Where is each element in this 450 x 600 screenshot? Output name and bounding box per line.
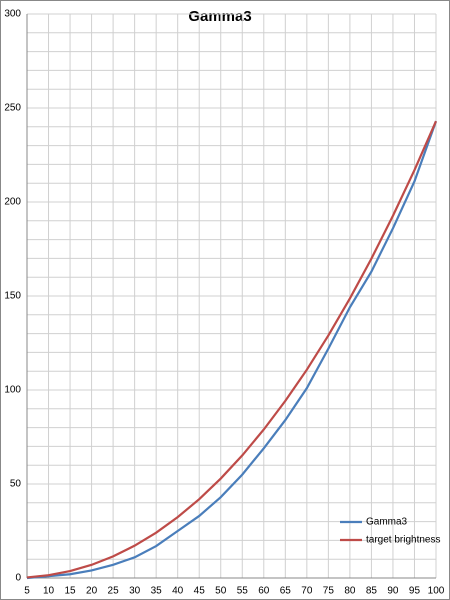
x-tick-label: 40 (172, 586, 184, 597)
y-tick-label: 150 (4, 291, 21, 302)
x-tick-label: 60 (258, 586, 270, 597)
y-tick-label: 250 (4, 103, 21, 114)
x-tick-label: 20 (86, 586, 98, 597)
x-tick-label: 30 (129, 586, 141, 597)
x-tick-label: 70 (301, 586, 313, 597)
x-tick-label: 5 (24, 586, 30, 597)
legend-label: target brightness (366, 535, 441, 546)
y-tick-label: 0 (15, 573, 21, 584)
x-tick-label: 80 (344, 586, 356, 597)
x-tick-label: 25 (108, 586, 120, 597)
y-tick-label: 50 (10, 479, 22, 490)
x-tick-label: 10 (43, 586, 55, 597)
x-tick-label: 45 (194, 586, 206, 597)
y-tick-label: 300 (4, 9, 21, 20)
y-tick-label: 200 (4, 197, 21, 208)
legend-label: Gamma3 (366, 517, 408, 528)
x-tick-label: 50 (215, 586, 227, 597)
line-series (26, 120, 438, 580)
chart-title: Gamma3 (188, 8, 251, 25)
x-tick-label: 95 (409, 586, 421, 597)
x-tick-label: 15 (64, 586, 76, 597)
line-series (26, 120, 438, 579)
x-tick-label: 35 (151, 586, 163, 597)
y-tick-label: 100 (4, 385, 21, 396)
x-tick-label: 100 (428, 586, 445, 597)
x-tick-label: 75 (323, 586, 335, 597)
x-tick-label: 65 (280, 586, 292, 597)
x-tick-label: 90 (387, 586, 399, 597)
x-tick-label: 55 (237, 586, 249, 597)
x-tick-label: 85 (366, 586, 378, 597)
